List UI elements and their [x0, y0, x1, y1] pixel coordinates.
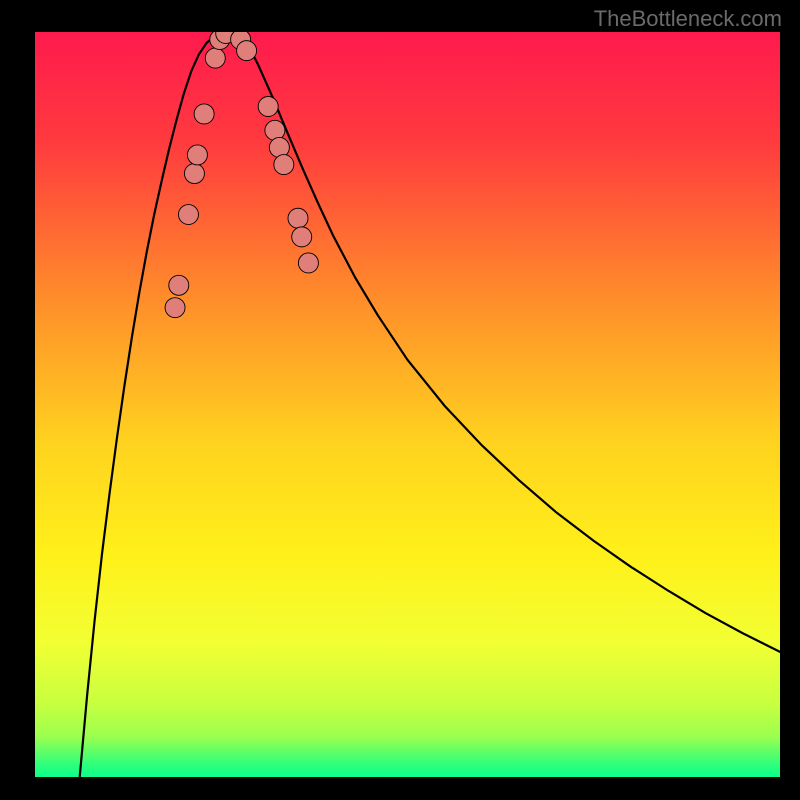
chart-frame: TheBottleneck.com [0, 0, 800, 800]
fit-marker [258, 97, 278, 117]
fit-marker [265, 120, 285, 140]
bottleneck-curve-right [229, 32, 780, 652]
fit-marker [169, 275, 189, 295]
plot-svg [35, 32, 780, 777]
fit-marker [184, 164, 204, 184]
watermark-text: TheBottleneck.com [594, 6, 782, 32]
fit-marker [274, 155, 294, 175]
fit-marker [292, 227, 312, 247]
fit-marker [288, 208, 308, 228]
bottleneck-curve-left [80, 32, 229, 777]
fit-marker [205, 48, 225, 68]
fit-marker [298, 253, 318, 273]
fit-marker [237, 41, 257, 61]
fit-marker [194, 104, 214, 124]
fit-marker [187, 145, 207, 165]
plot-area [35, 32, 780, 777]
fit-marker [178, 205, 198, 225]
fit-marker [165, 298, 185, 318]
